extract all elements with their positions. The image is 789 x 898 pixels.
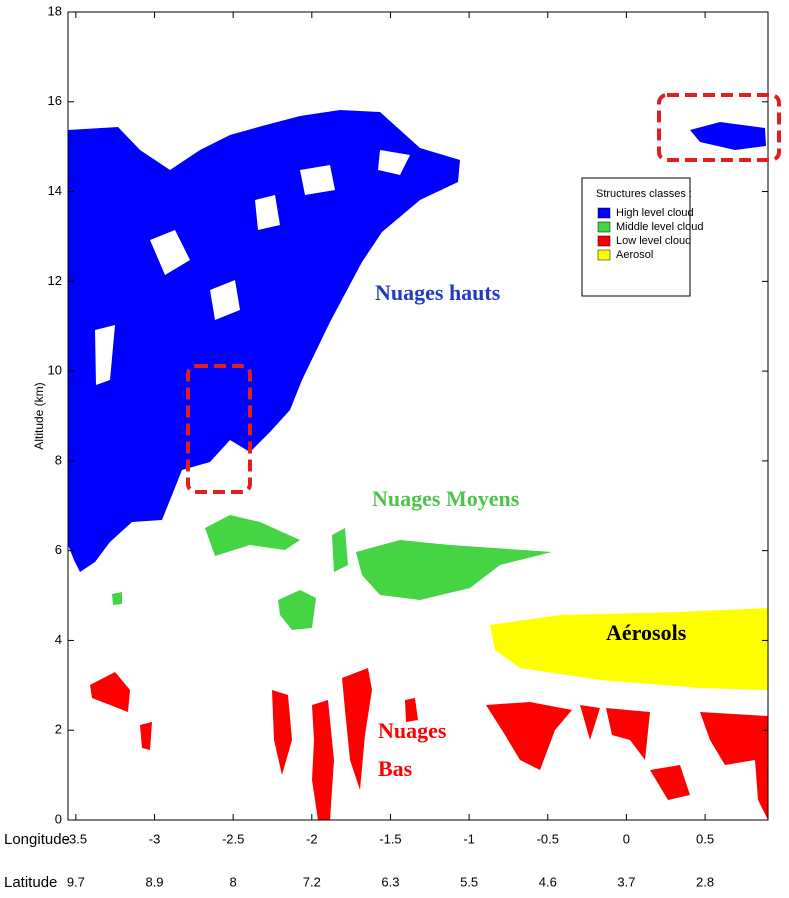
cloud-region: [580, 705, 650, 760]
y-tick-label: 18: [48, 3, 62, 18]
legend-swatch: [597, 207, 611, 219]
cloud-region: [278, 590, 316, 630]
y-tick-label: 16: [48, 93, 62, 108]
cloud-region: [205, 515, 300, 556]
annotation: Nuages Bas: [378, 718, 447, 781]
y-tick-label: 6: [55, 542, 62, 557]
x-tick-label: -3.5: [65, 831, 87, 846]
legend-swatch: [597, 249, 611, 261]
legend-label: Middle level cloud: [616, 221, 703, 233]
cloud-region: [312, 700, 334, 820]
x-tick-label: -1: [463, 831, 475, 846]
legend: Structures classes : High level cloud Mid…: [581, 177, 703, 297]
secondary-tick-label: 8.9: [145, 874, 163, 889]
secondary-tick-label: 2.8: [696, 874, 714, 889]
cloud-region: [486, 702, 572, 770]
x-tick-label: 0: [623, 831, 630, 846]
legend-title: Structures classes :: [596, 188, 692, 200]
secondary-tick-label: 6.3: [381, 874, 399, 889]
y-tick-label: 2: [55, 722, 62, 737]
cloud-region: [90, 672, 130, 712]
x-tick-label: -2.5: [222, 831, 244, 846]
legend-swatch: [597, 221, 611, 233]
y-tick-label: 14: [48, 183, 62, 198]
cloud-region: [112, 592, 122, 605]
cloud-region: [332, 528, 348, 572]
cloud-region: [490, 608, 768, 690]
y-axis-title: Altitude (km): [32, 382, 46, 449]
secondary-tick-label: 7.2: [303, 874, 321, 889]
x-tick-label: -2: [306, 831, 318, 846]
secondary-axis-title: Latitude: [4, 874, 57, 891]
legend-label: Aerosol: [616, 249, 653, 261]
x-tick-label: 0.5: [696, 831, 714, 846]
y-tick-label: 4: [55, 632, 62, 647]
secondary-tick-label: 8: [230, 874, 237, 889]
cloud-region: [272, 690, 292, 775]
cloud-region: [650, 765, 690, 800]
cloud-region: [356, 540, 552, 600]
cloud-region: [68, 110, 460, 572]
annotation: Nuages hauts: [375, 280, 501, 305]
annotation: Nuages Moyens: [372, 486, 520, 511]
cloud-region: [700, 712, 768, 820]
x-axis-title: Longitude: [4, 831, 70, 848]
secondary-tick-label: 5.5: [460, 874, 478, 889]
y-tick-label: 10: [48, 363, 62, 378]
x-tick-label: -3: [149, 831, 161, 846]
y-tick-label: 12: [48, 273, 62, 288]
x-tick-label: -1.5: [379, 831, 401, 846]
cloud-regions: [68, 110, 768, 820]
legend-swatch: [597, 235, 611, 247]
secondary-tick-label: 9.7: [67, 874, 85, 889]
cloud-region: [342, 668, 372, 790]
secondary-tick-label: 3.7: [617, 874, 635, 889]
y-tick-label: 8: [55, 452, 62, 467]
annotation: Aérosols: [606, 620, 687, 645]
secondary-tick-label: 4.6: [539, 874, 557, 889]
x-tick-label: -0.5: [537, 831, 559, 846]
legend-label: Low level cloud: [616, 235, 691, 247]
highlight-box: [186, 364, 252, 494]
y-tick-label: 0: [55, 811, 62, 826]
legend-label: High level cloud: [616, 207, 694, 219]
plot-frame: [67, 11, 769, 821]
cloud-region: [690, 122, 766, 150]
